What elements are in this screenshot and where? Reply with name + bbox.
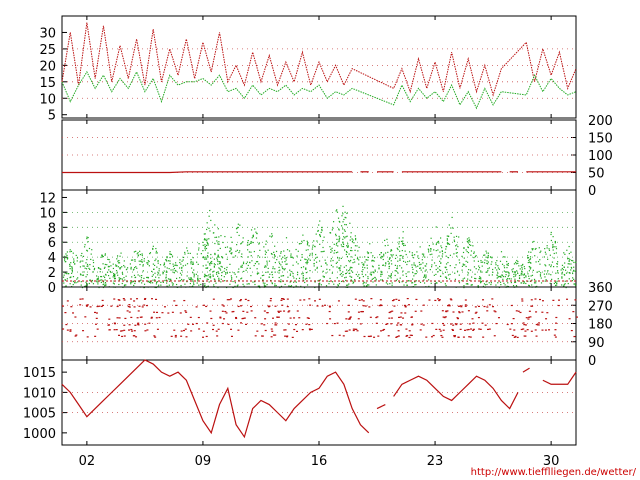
y-tick-label: 1010 (23, 386, 56, 401)
y-tick-label: 150 (588, 132, 613, 147)
y-tick-label: 30 (39, 26, 56, 41)
x-tick-label: 09 (195, 454, 212, 469)
y-tick-label: 180 (588, 318, 613, 333)
y-tick-label: 25 (39, 43, 56, 58)
series-red-segment (62, 171, 353, 174)
y-tick-label: 10 (39, 92, 56, 107)
wind-direction-dots (62, 297, 578, 339)
pressure-panel: 1000 1005 1010 1015 02 09 16 23 30 (23, 359, 577, 469)
y-tick-label: 5 (48, 109, 56, 124)
y-tick-label: 10 (39, 206, 56, 221)
wind-direction-panel: 0 90 180 270 360 (61, 281, 613, 369)
y-tick-label: 1005 (23, 407, 56, 422)
panel-frame (61, 119, 577, 191)
y-tick-label: 0 (48, 281, 56, 296)
small-series-panel: 0 50 100 150 200 (61, 114, 613, 199)
y-tick-label: 200 (588, 114, 613, 129)
series-green-line (61, 70, 577, 110)
y-tick-label: 1000 (23, 427, 56, 442)
wind-speed-dots (62, 205, 577, 289)
y-tick-label: 4 (48, 251, 56, 266)
series-red-line (61, 22, 577, 97)
y-tick-label: 0 (588, 184, 596, 199)
series-red-segment (393, 375, 519, 410)
x-tick-label: 16 (311, 454, 328, 469)
panel-frame (61, 359, 577, 446)
series-red-segment (542, 371, 577, 385)
y-tick-label: 100 (588, 149, 613, 164)
y-tick-label: 15 (39, 76, 56, 91)
x-tick-label: 30 (543, 454, 560, 469)
y-tick-label: 1015 (23, 366, 56, 381)
y-tick-label: 20 (39, 59, 56, 74)
y-tick-label: 360 (588, 281, 613, 296)
series-red-segment (376, 403, 386, 410)
x-tick-label: 23 (427, 454, 444, 469)
y-tick-label: 12 (39, 191, 56, 206)
panel-frame (61, 15, 577, 119)
credit-link[interactable]: http://www.tiefflliegen.de/wetter/ (471, 467, 637, 478)
y-tick-label: 8 (48, 221, 56, 236)
y-tick-label: 6 (48, 236, 56, 251)
series-red-segment (61, 359, 370, 439)
series-red-segment (522, 367, 530, 373)
y-tick-label: 90 (588, 336, 605, 351)
y-tick-label: 50 (588, 167, 605, 182)
x-tick-label: 02 (79, 454, 96, 469)
y-tick-label: 0 (588, 354, 596, 369)
panel-frame (61, 189, 577, 288)
y-tick-label: 270 (588, 299, 613, 314)
y-tick-label: 2 (48, 266, 56, 281)
